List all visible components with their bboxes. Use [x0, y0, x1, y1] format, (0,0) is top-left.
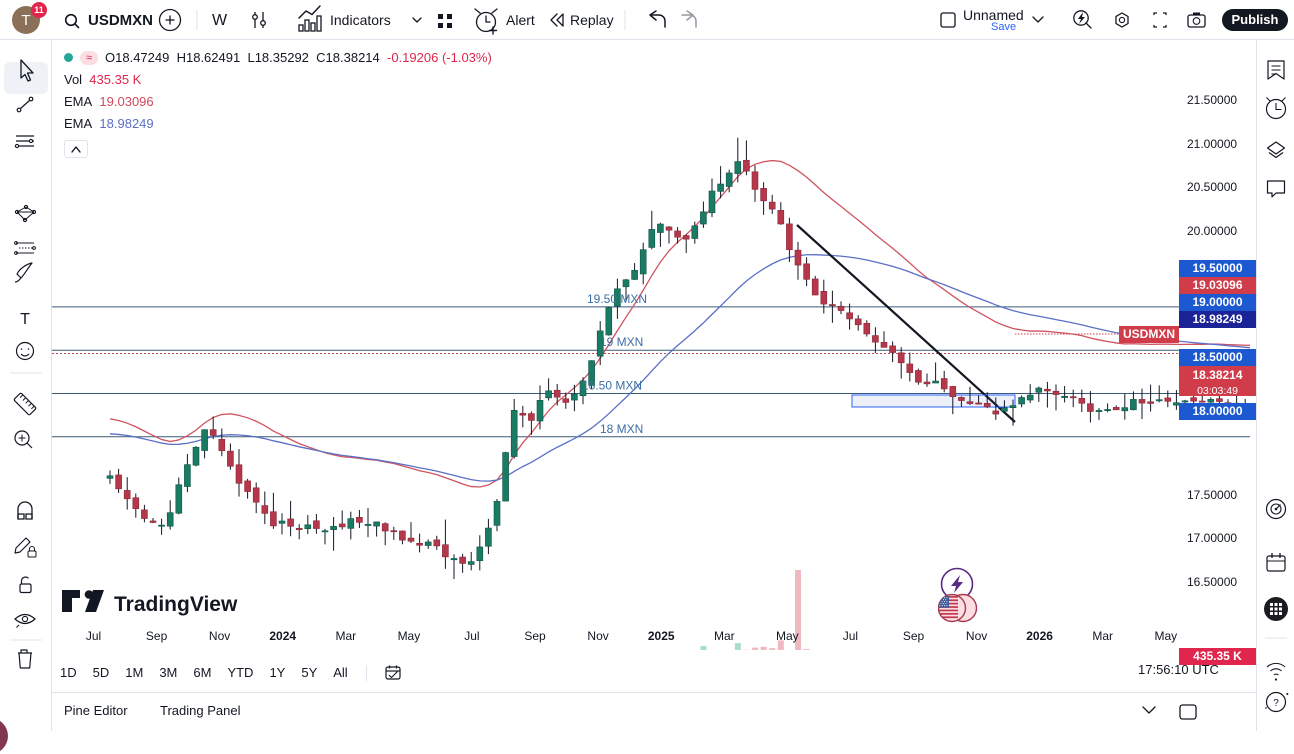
- svg-text:Alert: Alert: [506, 12, 535, 28]
- svg-text:19 MXN: 19 MXN: [600, 335, 643, 349]
- svg-text:Sep: Sep: [903, 629, 925, 643]
- svg-text:Mar: Mar: [1092, 629, 1113, 643]
- svg-text:T: T: [20, 311, 30, 328]
- svg-text:USDMXN: USDMXN: [88, 12, 153, 29]
- svg-text:Save: Save: [991, 21, 1016, 33]
- svg-text:May: May: [1154, 629, 1177, 643]
- svg-text:TradingView: TradingView: [114, 593, 238, 616]
- svg-text:Jul: Jul: [843, 629, 858, 643]
- svg-text:Jul: Jul: [86, 629, 101, 643]
- svg-text:2024: 2024: [269, 629, 296, 643]
- svg-text:?: ?: [1273, 698, 1279, 709]
- svg-text:T: T: [21, 12, 30, 29]
- svg-text:Mar: Mar: [714, 629, 735, 643]
- svg-text:Publish: Publish: [1232, 12, 1279, 27]
- svg-text:Sep: Sep: [524, 629, 546, 643]
- svg-text:11: 11: [34, 5, 44, 15]
- svg-text:Trading Panel: Trading Panel: [160, 703, 241, 718]
- svg-text:18.50 MXN: 18.50 MXN: [582, 379, 642, 393]
- svg-text:Jul: Jul: [464, 629, 479, 643]
- svg-text:Pine Editor: Pine Editor: [64, 703, 128, 718]
- svg-text:Nov: Nov: [587, 629, 608, 643]
- svg-text:Mar: Mar: [335, 629, 356, 643]
- svg-text:Replay: Replay: [570, 12, 614, 28]
- svg-text:18 MXN: 18 MXN: [600, 422, 643, 436]
- svg-text:Sep: Sep: [146, 629, 168, 643]
- svg-text:W: W: [212, 12, 228, 29]
- svg-text:19.50 MXN: 19.50 MXN: [587, 292, 647, 306]
- svg-text:2026: 2026: [1026, 629, 1053, 643]
- svg-text:May: May: [398, 629, 421, 643]
- svg-text:Indicators: Indicators: [330, 12, 391, 28]
- svg-text:Nov: Nov: [966, 629, 987, 643]
- svg-text:2025: 2025: [648, 629, 675, 643]
- svg-text:Nov: Nov: [209, 629, 230, 643]
- svg-text:May: May: [776, 629, 799, 643]
